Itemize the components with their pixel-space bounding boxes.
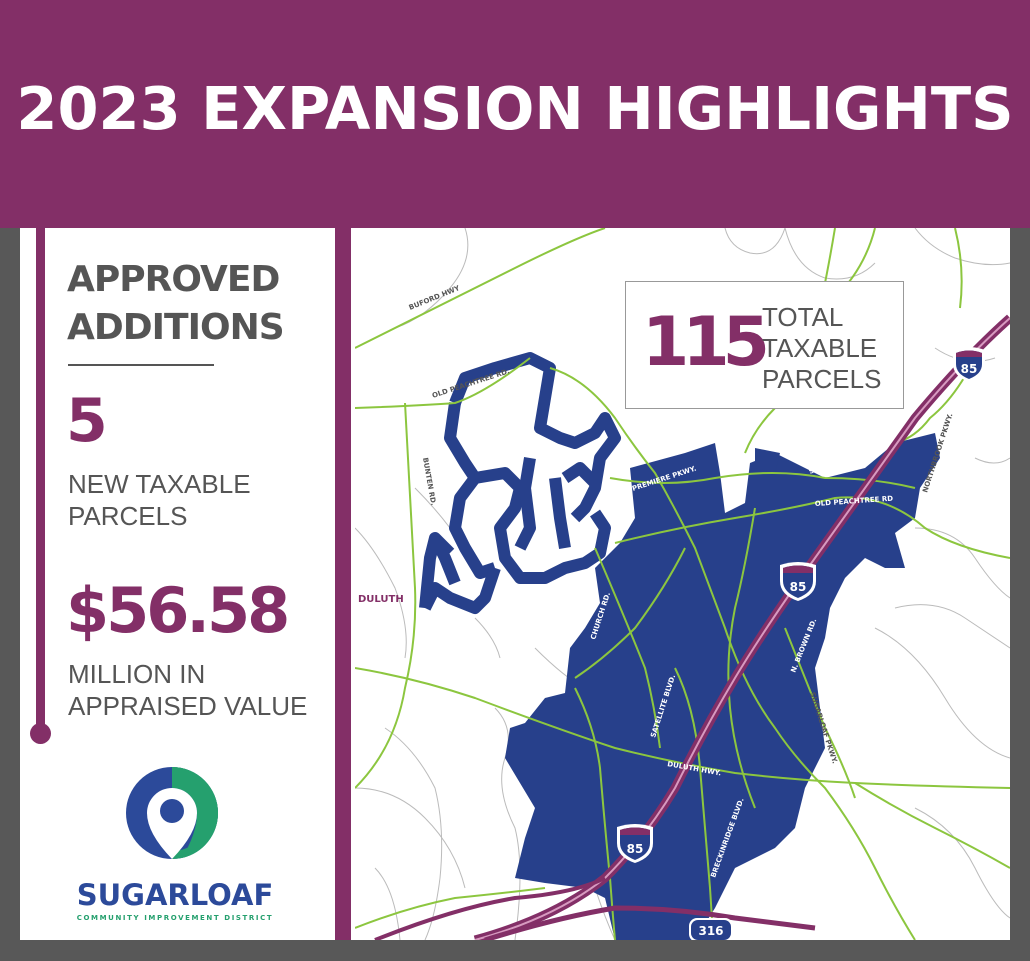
district-map: BUFORD HWY OLD PEACHTREE RD. BUNTEN RD. … bbox=[355, 228, 1010, 940]
timeline-line bbox=[36, 228, 45, 733]
location-pin-icon bbox=[126, 767, 219, 859]
approved-additions-title: APPROVED ADDITIONS bbox=[67, 259, 285, 348]
new-parcels-value: 5 bbox=[66, 386, 108, 456]
logo-name: SUGARLOAF bbox=[76, 878, 274, 912]
interstate-shield-mid: 85 bbox=[780, 562, 816, 601]
district-boundary bbox=[419, 352, 940, 940]
page-title: 2023 EXPANSION HIGHLIGHTS bbox=[16, 73, 1014, 143]
interstate-shield-bottom: 85 bbox=[617, 824, 653, 863]
appraised-value-amount: $56.58 bbox=[66, 574, 290, 647]
shield-label: 85 bbox=[790, 580, 807, 594]
appraised-value-label: MILLION IN APPRAISED VALUE bbox=[68, 659, 308, 721]
road-label-bunten-rd: BUNTEN RD. bbox=[421, 457, 437, 506]
interstate-shield-top: 85 bbox=[953, 347, 985, 382]
interstates bbox=[374, 314, 1010, 940]
state-route-shield: 316 bbox=[689, 918, 733, 940]
city-label-duluth: DULUTH bbox=[358, 594, 404, 605]
major-roads bbox=[355, 228, 1010, 940]
logo-subtitle: COMMUNITY IMPROVEMENT DISTRICT bbox=[76, 914, 274, 922]
total-parcels-callout: 115 TOTAL TAXABLE PARCELS bbox=[625, 281, 904, 409]
total-parcels-label: TOTAL TAXABLE PARCELS bbox=[762, 302, 882, 394]
shield-label: 85 bbox=[627, 842, 644, 856]
stats-panel: APPROVED ADDITIONS 5 NEW TAXABLE PARCELS… bbox=[20, 228, 335, 940]
shield-label: 316 bbox=[698, 924, 723, 938]
panel-divider bbox=[335, 228, 355, 940]
header-banner: 2023 EXPANSION HIGHLIGHTS bbox=[0, 0, 1030, 228]
new-parcels-label: NEW TAXABLE PARCELS bbox=[68, 469, 251, 531]
total-parcels-value: 115 bbox=[642, 303, 770, 382]
map-canvas: BUFORD HWY OLD PEACHTREE RD. BUNTEN RD. … bbox=[355, 228, 1010, 940]
shield-label: 85 bbox=[961, 362, 978, 376]
timeline-dot bbox=[30, 723, 51, 744]
title-divider bbox=[68, 364, 214, 366]
